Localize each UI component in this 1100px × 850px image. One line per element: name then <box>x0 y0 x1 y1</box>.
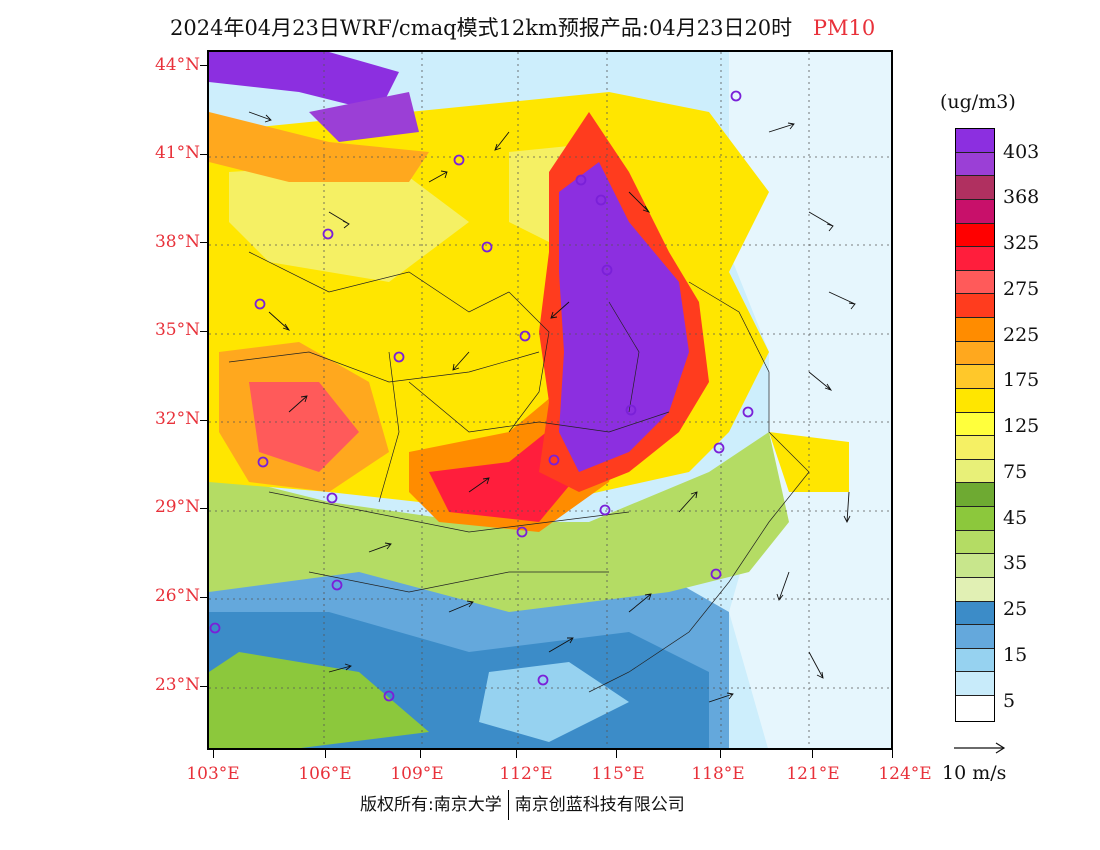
lon-tick <box>325 750 326 758</box>
lat-tick <box>200 508 208 509</box>
lon-label-115: 115°E <box>591 764 645 784</box>
lon-tick <box>420 750 421 758</box>
colorbar-swatch <box>956 459 994 484</box>
colorbar-swatch <box>956 294 994 318</box>
pm10-forecast-map <box>207 50 893 750</box>
colorbar-label: 325 <box>1003 232 1040 254</box>
lon-tick <box>892 750 893 758</box>
colorbar-label: 15 <box>1003 644 1028 666</box>
colorbar-swatch <box>956 388 994 413</box>
colorbar-swatch <box>956 223 994 248</box>
colorbar-swatch <box>956 601 994 626</box>
copyright-right: 南京创蓝科技有限公司 <box>514 795 685 815</box>
lat-tick <box>200 65 208 66</box>
colorbar-label: 125 <box>1003 415 1040 437</box>
colorbar-swatch <box>956 129 994 153</box>
colorbar-label: 403 <box>1003 141 1040 163</box>
colorbar-swatch <box>956 507 994 531</box>
colorbar-swatch <box>956 247 994 271</box>
lon-label-109: 109°E <box>390 764 444 784</box>
colorbar-label: 225 <box>1003 324 1040 346</box>
footer-divider <box>507 790 509 820</box>
colorbar-swatch <box>956 318 994 342</box>
copyright-footer: 版权所有:南京大学 南京创蓝科技有限公司 <box>360 790 685 820</box>
copyright-left: 版权所有:南京大学 <box>360 795 502 815</box>
reference-vector-arrow-icon <box>954 742 1006 754</box>
colorbar-swatch <box>956 672 994 696</box>
colorbar-swatch <box>956 152 994 177</box>
colorbar-swatch <box>956 412 994 437</box>
colorbar-label: 275 <box>1003 278 1040 300</box>
lat-label-35: 35°N <box>154 320 200 340</box>
lon-tick <box>812 750 813 758</box>
colorbar <box>955 128 995 722</box>
colorbar-swatch <box>956 554 994 578</box>
lat-label-41: 41°N <box>154 143 200 163</box>
colorbar-swatch <box>956 176 994 200</box>
colorbar-label: 45 <box>1003 507 1028 529</box>
lon-tick <box>720 750 721 758</box>
colorbar-swatch <box>956 577 994 602</box>
colorbar-label: 75 <box>1003 461 1028 483</box>
colorbar-label: 25 <box>1003 598 1028 620</box>
colorbar-swatch <box>956 696 994 720</box>
colorbar-swatch <box>956 436 994 460</box>
lat-label-26: 26°N <box>154 586 200 606</box>
colorbar-swatch <box>956 270 994 295</box>
colorbar-label: 35 <box>1003 552 1028 574</box>
lon-label-106: 106°E <box>298 764 352 784</box>
colorbar-swatch <box>956 625 994 649</box>
lat-label-29: 29°N <box>154 497 200 517</box>
lon-label-103: 103°E <box>186 764 240 784</box>
lat-label-44: 44°N <box>154 55 200 75</box>
lat-tick <box>200 154 208 155</box>
colorbar-unit: (ug/m3) <box>940 91 1016 113</box>
lon-label-124: 124°E <box>878 764 932 784</box>
colorbar-swatch <box>956 648 994 673</box>
chart-title: 2024年04月23日WRF/cmaq模式12km预报产品:04月23日20时 … <box>170 12 875 42</box>
lat-tick <box>200 242 208 243</box>
lat-tick <box>200 597 208 598</box>
lat-tick <box>200 686 208 687</box>
colorbar-swatch <box>956 483 994 507</box>
lon-label-118: 118°E <box>691 764 745 784</box>
colorbar-swatch <box>956 341 994 366</box>
title-variable: PM10 <box>812 16 876 40</box>
colorbar-label: 175 <box>1003 369 1040 391</box>
colorbar-swatch <box>956 199 994 224</box>
lat-tick <box>200 331 208 332</box>
lat-tick <box>200 420 208 421</box>
map-canvas <box>209 52 891 748</box>
lon-label-121: 121°E <box>786 764 840 784</box>
title-main: 2024年04月23日WRF/cmaq模式12km预报产品:04月23日20时 <box>170 16 793 40</box>
lon-label-112: 112°E <box>499 764 553 784</box>
lat-label-32: 32°N <box>154 409 200 429</box>
lon-tick <box>616 750 617 758</box>
colorbar-label: 368 <box>1003 186 1040 208</box>
lon-tick <box>213 750 214 758</box>
reference-vector-label: 10 m/s <box>942 762 1007 784</box>
lat-label-23: 23°N <box>154 675 200 695</box>
colorbar-swatch <box>956 530 994 555</box>
lat-label-38: 38°N <box>154 232 200 252</box>
colorbar-swatch <box>956 365 994 389</box>
colorbar-label: 5 <box>1003 690 1016 712</box>
lon-tick <box>516 750 517 758</box>
